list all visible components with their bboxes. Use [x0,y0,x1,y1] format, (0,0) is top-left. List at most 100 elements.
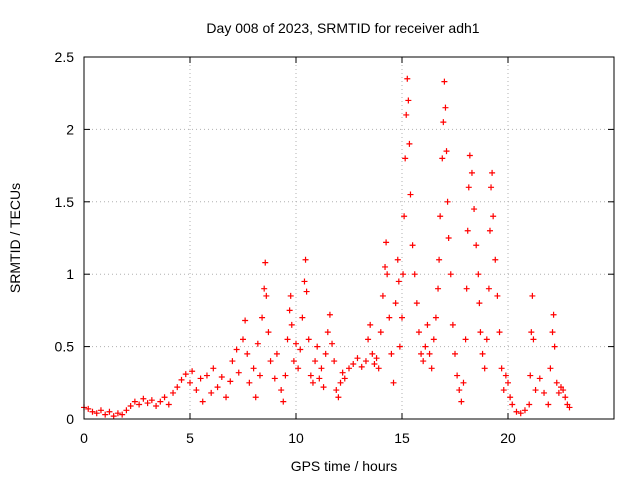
data-point [375,365,382,372]
data-point [214,384,221,391]
data-point [456,387,463,394]
data-point [161,394,168,401]
data-point [295,365,302,372]
data-point [418,350,425,357]
data-point [439,155,446,162]
data-point [437,213,444,220]
data-point [309,379,316,386]
data-points [81,75,573,420]
data-point [187,379,193,386]
data-point [530,336,537,343]
data-point [223,394,230,401]
data-point [273,350,280,357]
data-point [436,256,443,263]
data-point [210,365,217,372]
data-point [259,314,266,321]
data-point [527,372,534,379]
data-point [486,227,493,234]
data-point [549,329,556,336]
data-point [517,410,524,417]
data-point [339,369,346,376]
data-point [404,75,411,82]
data-point [444,198,451,205]
data-point [114,410,121,417]
data-point [170,389,177,396]
data-point [189,368,196,375]
data-point [333,387,340,394]
data-point [420,358,427,365]
data-point [227,378,234,385]
data-point [476,300,483,307]
data-point [203,372,210,379]
data-point [89,408,96,415]
data-point [85,405,92,412]
data-point [354,355,361,362]
y-axis-label: SRMTID / TECUs [7,183,23,293]
data-point [468,169,475,176]
data-point [494,292,501,299]
data-point [178,376,185,383]
data-point [405,97,412,104]
data-point [335,394,342,401]
data-point [483,336,490,343]
data-point [329,340,336,347]
data-point [395,278,402,285]
data-point [489,169,496,176]
data-point [93,410,100,417]
data-point [341,375,348,382]
data-point [197,375,204,382]
data-point [526,401,533,408]
data-point [246,379,253,386]
data-point [452,350,458,357]
data-point [409,242,416,249]
data-point [422,343,429,350]
y-tick-label: 0.5 [55,339,75,355]
data-point [402,155,409,162]
y-tick-label: 1.5 [55,194,75,210]
data-point [324,329,331,336]
data-point [399,314,405,321]
data-point [301,278,308,285]
data-point [240,336,246,343]
data-point [447,271,454,278]
data-point [326,311,333,318]
data-point [174,384,181,391]
data-point [144,400,151,407]
data-point [477,329,484,336]
data-point [400,271,407,278]
data-point [350,360,357,367]
data-point [208,389,215,396]
data-point [290,358,297,365]
data-point [288,321,295,328]
data-point [430,336,437,343]
data-point [550,311,557,318]
data-point [136,401,143,408]
data-point [458,398,465,405]
data-point [261,285,268,292]
data-point [562,394,569,401]
x-tick-label: 20 [500,430,516,446]
data-point [435,285,442,292]
data-point [528,329,535,336]
data-point [407,191,414,198]
data-point [165,401,172,408]
data-point [106,408,113,415]
data-point [394,256,401,263]
data-point [314,343,321,350]
data-point [282,372,289,379]
data-point [460,379,467,386]
data-point [505,379,511,386]
data-point [263,292,270,299]
axis-ticks: 0 5 10 15 20 0 0.5 1 1.5 2 2.5 [55,49,614,446]
data-point [466,152,473,159]
data-point [280,398,287,405]
data-point [413,300,420,307]
data-point [388,350,395,357]
data-point [392,300,399,307]
data-point [262,259,269,266]
data-point [545,401,552,408]
data-point [235,369,242,376]
data-point [320,384,327,391]
data-point [555,389,562,396]
data-point [229,358,236,365]
